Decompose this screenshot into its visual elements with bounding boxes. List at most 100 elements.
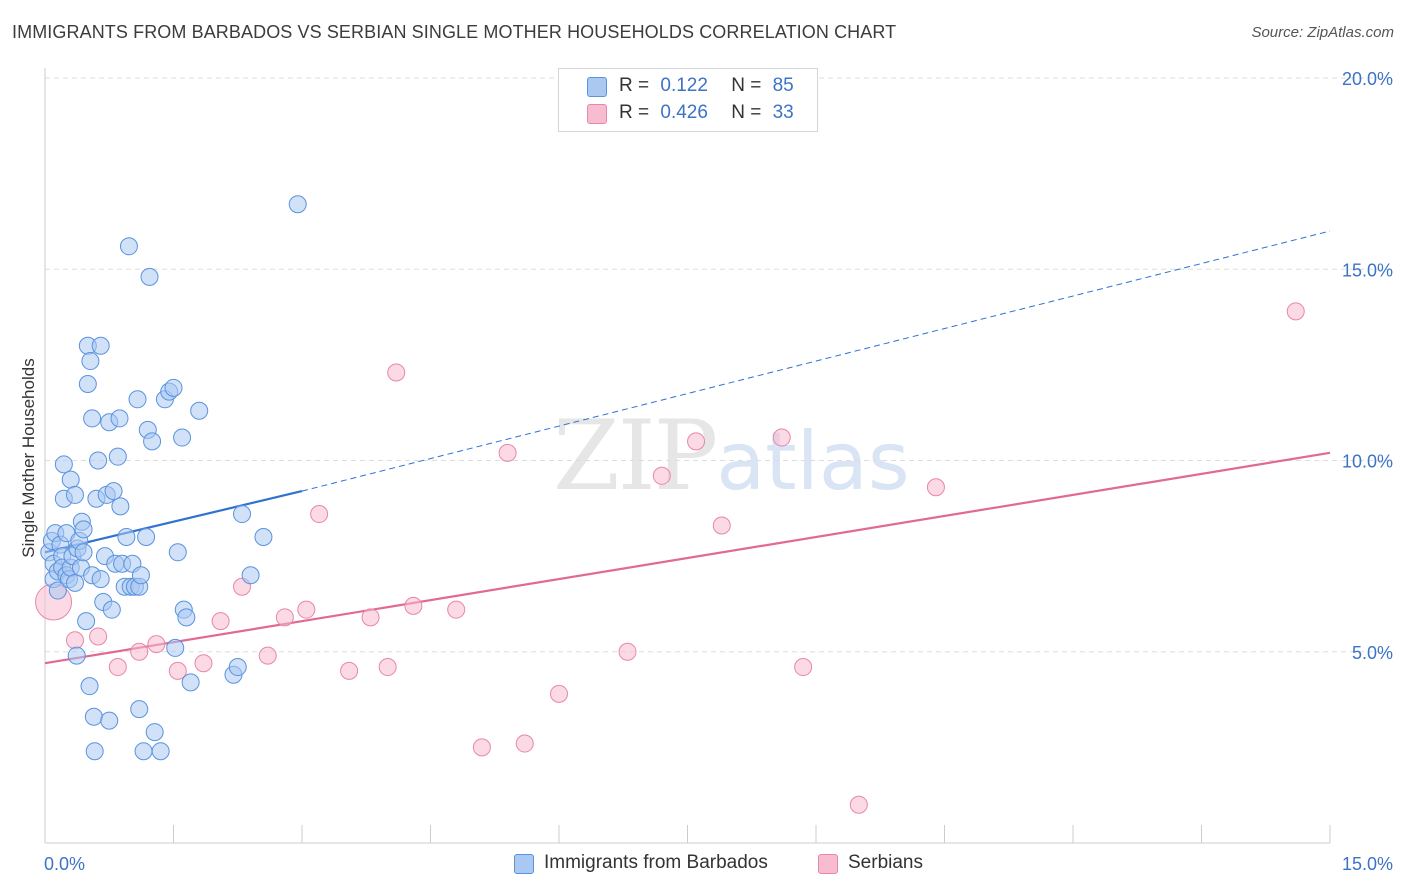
x-tick-label: 0.0% bbox=[44, 854, 85, 874]
serbians-point bbox=[275, 608, 294, 627]
barbados-trend-extension bbox=[301, 230, 1331, 492]
serbians-point bbox=[404, 596, 423, 615]
barbados-point bbox=[128, 390, 147, 409]
barbados-point bbox=[145, 723, 164, 742]
tick-layer: 5.0% 10.0% 15.0% 20.0% 0.0% 15.0% bbox=[44, 69, 1393, 874]
legend-label: Immigrants from Barbados bbox=[544, 852, 768, 873]
serbians-point bbox=[447, 600, 466, 619]
n-label: N = bbox=[731, 75, 762, 96]
serbians-point bbox=[361, 608, 380, 627]
serbians-trend-line bbox=[44, 451, 1331, 665]
barbados-point bbox=[85, 742, 104, 761]
trend-layer bbox=[44, 230, 1331, 665]
barbados-point bbox=[100, 711, 119, 730]
barbados-point bbox=[54, 455, 73, 474]
blue-swatch bbox=[587, 77, 607, 97]
serbians-point bbox=[258, 646, 277, 665]
n-label: N = bbox=[731, 102, 762, 123]
serbians-point bbox=[926, 478, 945, 497]
barbados-point bbox=[254, 528, 273, 546]
y-tick-label: 5.0% bbox=[1352, 643, 1393, 663]
barbados-point bbox=[91, 336, 110, 355]
x-tick-label: 15.0% bbox=[1342, 854, 1393, 874]
barbados-point bbox=[65, 573, 84, 592]
barbados-point bbox=[228, 658, 247, 677]
barbados-point bbox=[104, 482, 123, 501]
barbados-point bbox=[173, 428, 192, 447]
serbians-point bbox=[168, 661, 187, 680]
serbians-point bbox=[498, 443, 517, 462]
barbados-point bbox=[110, 409, 129, 428]
barbados-point bbox=[84, 707, 103, 726]
serbians-point bbox=[211, 612, 230, 631]
barbados-point bbox=[233, 505, 252, 524]
barbados-point bbox=[166, 638, 185, 657]
correlation-legend: R = 0.122 N = 85 R = 0.426 N = 33 bbox=[558, 68, 818, 132]
legend-label: Serbians bbox=[848, 852, 923, 873]
barbados-point bbox=[89, 451, 108, 470]
barbados-point bbox=[130, 700, 149, 719]
barbados-point bbox=[164, 378, 183, 397]
y-tick-label: 15.0% bbox=[1342, 260, 1393, 280]
r-label: R = bbox=[619, 102, 650, 123]
barbados-point bbox=[67, 646, 86, 665]
serbians-point bbox=[147, 635, 166, 654]
serbians-point bbox=[652, 466, 671, 485]
chart-title: IMMIGRANTS FROM BARBADOS VS SERBIAN SING… bbox=[12, 22, 897, 42]
serbians-point bbox=[108, 658, 127, 677]
serbians-point bbox=[340, 661, 359, 680]
serbians-point bbox=[687, 432, 706, 451]
serbians-point bbox=[794, 658, 813, 677]
barbados-point bbox=[181, 673, 200, 692]
serbians-point bbox=[472, 738, 491, 757]
barbados-point bbox=[74, 543, 93, 562]
serbians-point bbox=[297, 600, 316, 619]
r-value: 0.122 bbox=[660, 75, 708, 96]
barbados-point bbox=[137, 528, 156, 546]
n-value: 33 bbox=[772, 102, 794, 123]
serbians-point bbox=[515, 734, 534, 753]
barbados-point bbox=[74, 520, 93, 539]
serbians-point bbox=[387, 363, 406, 382]
barbados-point bbox=[48, 581, 67, 600]
n-value: 85 bbox=[772, 75, 794, 96]
serbians-point bbox=[1286, 302, 1305, 321]
barbados-point bbox=[134, 742, 153, 761]
y-tick-label: 10.0% bbox=[1342, 452, 1393, 472]
barbados-point bbox=[108, 447, 127, 466]
serbians-point bbox=[65, 631, 84, 650]
serbians-point bbox=[378, 658, 397, 677]
barbados-point bbox=[241, 566, 260, 585]
barbados-point bbox=[151, 742, 170, 761]
barbados-point bbox=[80, 677, 99, 696]
barbados-point bbox=[111, 497, 130, 516]
serbians-point bbox=[130, 642, 149, 661]
barbados-point bbox=[288, 195, 307, 214]
grid-layer bbox=[45, 77, 1394, 653]
blue-swatch bbox=[514, 854, 534, 874]
barbados-point bbox=[131, 566, 150, 585]
watermark: ZIPatlas bbox=[553, 400, 910, 512]
serbians-point bbox=[618, 642, 637, 661]
barbados-point bbox=[81, 352, 100, 371]
pink-swatch bbox=[587, 104, 607, 124]
serbians-point bbox=[89, 627, 108, 646]
barbados-point bbox=[65, 485, 84, 504]
serbians-point bbox=[310, 505, 329, 524]
serbians-point bbox=[550, 684, 568, 703]
point-layer bbox=[35, 195, 1305, 814]
barbados-point bbox=[83, 409, 102, 428]
barbados-point bbox=[78, 375, 97, 393]
source-label: Source: ZipAtlas.com bbox=[1251, 24, 1394, 41]
barbados-point bbox=[117, 528, 136, 546]
barbados-point bbox=[177, 608, 196, 627]
serbians-point bbox=[849, 795, 868, 814]
serbians-point bbox=[194, 654, 213, 673]
r-value: 0.426 bbox=[660, 102, 708, 123]
barbados-point bbox=[119, 237, 138, 256]
barbados-point bbox=[91, 570, 110, 589]
barbados-point bbox=[140, 267, 159, 286]
watermark-atlas: atlas bbox=[716, 415, 910, 508]
r-label: R = bbox=[619, 75, 650, 96]
